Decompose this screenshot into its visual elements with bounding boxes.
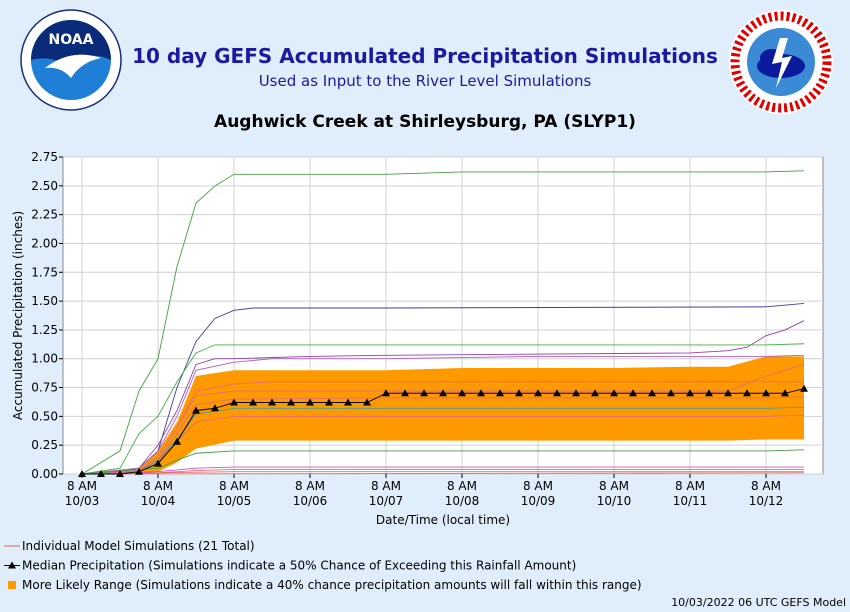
y-tick-label: 2.75 xyxy=(31,150,58,164)
page-title: 10 day GEFS Accumulated Precipitation Si… xyxy=(132,44,718,68)
likely-range-band xyxy=(139,356,804,474)
median-point xyxy=(724,389,732,397)
median-point xyxy=(230,398,238,406)
legend-label: Individual Model Simulations (21 Total) xyxy=(22,539,255,553)
member-simulation-line xyxy=(81,364,805,475)
y-tick-label: 1.75 xyxy=(31,265,58,279)
x-tick-date-label: 10/05 xyxy=(217,494,252,508)
median-point xyxy=(116,470,124,477)
y-tick-label: 0.25 xyxy=(31,438,58,452)
legend-label: Median Precipitation (Simulations indica… xyxy=(22,559,576,573)
y-tick-label: 2.25 xyxy=(31,208,58,222)
median-point xyxy=(572,389,580,397)
member-simulation-line xyxy=(81,406,805,475)
median-point xyxy=(173,437,181,445)
x-tick-time-label: 8 AM xyxy=(143,479,173,493)
y-axis-label: Accumulated Precipitation (inches) xyxy=(11,211,25,420)
median-point xyxy=(268,398,276,406)
x-tick-date-label: 10/12 xyxy=(749,494,784,508)
median-point xyxy=(97,470,105,477)
x-tick-time-label: 8 AM xyxy=(67,479,97,493)
median-point xyxy=(439,389,447,397)
median-point xyxy=(325,398,333,406)
x-tick-time-label: 8 AM xyxy=(219,479,249,493)
x-tick-date-label: 10/09 xyxy=(521,494,556,508)
median-point xyxy=(78,470,86,477)
median-point xyxy=(363,398,371,406)
member-simulation-line xyxy=(81,170,805,475)
noaa-logo: NOAA xyxy=(15,8,127,112)
median-point xyxy=(344,398,352,406)
x-tick-date-label: 10/04 xyxy=(141,494,176,508)
y-tick-label: 1.00 xyxy=(31,352,58,366)
y-tick-label: 0.00 xyxy=(31,467,58,481)
y-tick-label: 2.00 xyxy=(31,236,58,250)
y-tick-label: 0.75 xyxy=(31,381,58,395)
median-point xyxy=(800,384,808,392)
median-point xyxy=(534,389,542,397)
median-point xyxy=(496,389,504,397)
member-simulation-line xyxy=(81,472,805,475)
y-tick-label: 2.50 xyxy=(31,179,58,193)
x-tick-time-label: 8 AM xyxy=(295,479,325,493)
member-simulation-line xyxy=(81,449,805,475)
median-point xyxy=(515,389,523,397)
median-point xyxy=(249,398,257,406)
median-point xyxy=(192,406,200,414)
median-point xyxy=(154,459,162,467)
median-point xyxy=(287,398,295,406)
svg-text:NOAA: NOAA xyxy=(49,32,94,48)
legend-label: More Likely Range (Simulations indicate … xyxy=(22,578,642,592)
model-footer: 10/03/2022 06 UTC GEFS Model xyxy=(671,596,846,609)
median-point xyxy=(477,389,485,397)
x-tick-time-label: 8 AM xyxy=(523,479,553,493)
median-point xyxy=(629,389,637,397)
member-simulation-line xyxy=(81,471,804,475)
median-point xyxy=(781,389,789,397)
x-tick-date-label: 10/06 xyxy=(293,494,328,508)
location-title: Aughwick Creek at Shirleysburg, PA (SLYP… xyxy=(214,112,636,132)
x-tick-time-label: 8 AM xyxy=(371,479,401,493)
member-simulation-line xyxy=(81,381,804,475)
legend-median-marker xyxy=(8,561,16,569)
x-axis-label: Date/Time (local time) xyxy=(376,513,510,527)
median-point xyxy=(211,404,219,412)
median-point xyxy=(553,389,561,397)
median-point xyxy=(420,389,428,397)
x-tick-date-label: 10/07 xyxy=(369,494,404,508)
page-subtitle: Used as Input to the River Level Simulat… xyxy=(258,72,592,90)
median-point xyxy=(382,389,390,397)
median-point xyxy=(686,389,694,397)
median-point xyxy=(743,389,751,397)
median-point xyxy=(648,389,656,397)
median-point xyxy=(610,389,618,397)
x-tick-time-label: 8 AM xyxy=(447,479,477,493)
y-tick-label: 0.50 xyxy=(31,409,58,423)
median-point xyxy=(667,389,675,397)
median-point xyxy=(458,389,466,397)
x-tick-time-label: 8 AM xyxy=(599,479,629,493)
y-tick-label: 1.25 xyxy=(31,323,58,337)
median-point xyxy=(306,398,314,406)
member-simulation-line xyxy=(81,466,804,475)
y-tick-label: 1.50 xyxy=(31,294,58,308)
x-tick-time-label: 8 AM xyxy=(675,479,705,493)
x-tick-date-label: 10/10 xyxy=(597,494,632,508)
median-point xyxy=(705,389,713,397)
x-tick-time-label: 8 AM xyxy=(751,479,781,493)
median-point xyxy=(591,389,599,397)
median-point xyxy=(401,389,409,397)
x-tick-date-label: 10/08 xyxy=(445,494,480,508)
member-simulation-line xyxy=(81,320,805,475)
x-tick-date-label: 10/03 xyxy=(65,494,100,508)
member-simulation-line xyxy=(81,354,805,475)
median-point xyxy=(762,389,770,397)
nws-logo xyxy=(722,8,840,116)
x-tick-date-label: 10/11 xyxy=(673,494,708,508)
legend-range-swatch xyxy=(8,581,16,589)
member-simulation-line xyxy=(81,343,805,475)
median-point xyxy=(135,467,143,475)
